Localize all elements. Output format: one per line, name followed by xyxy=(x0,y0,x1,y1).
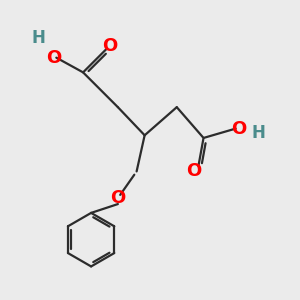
Text: H: H xyxy=(251,124,265,142)
Text: H: H xyxy=(32,28,46,46)
Text: O: O xyxy=(102,37,118,55)
Text: O: O xyxy=(231,120,246,138)
Text: O: O xyxy=(110,189,125,207)
Text: O: O xyxy=(46,49,61,67)
Text: O: O xyxy=(187,162,202,180)
